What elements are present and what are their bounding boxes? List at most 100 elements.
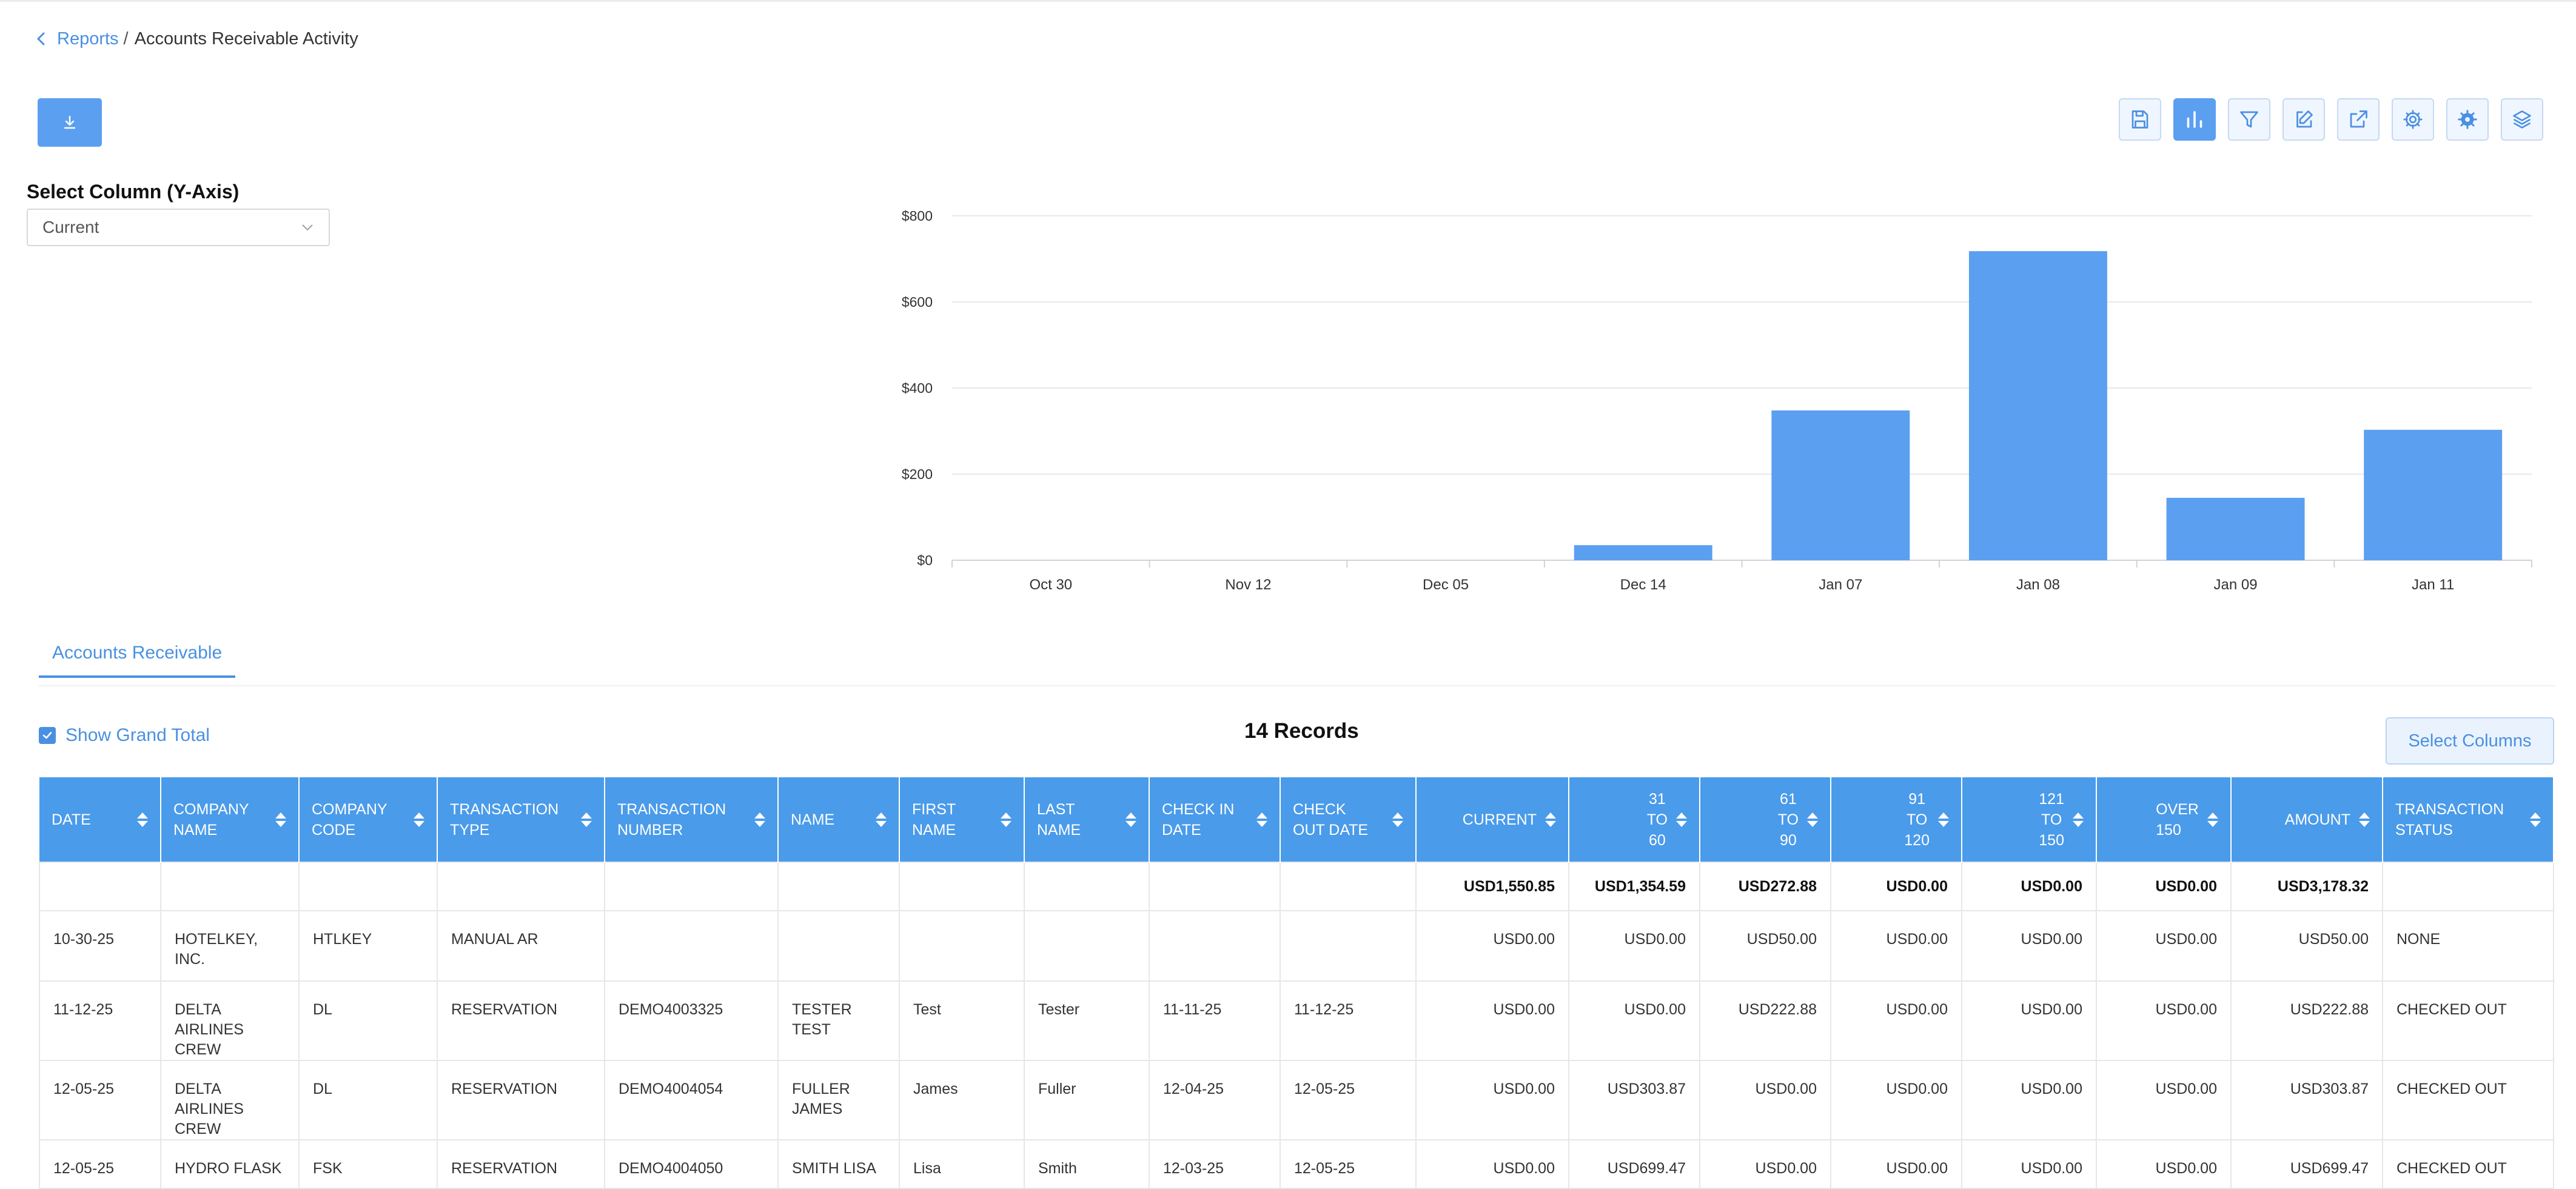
sort-icon[interactable] [1938,812,1949,827]
table-cell: DEMO4003325 [604,980,779,1061]
checkmark-icon [42,732,52,739]
column-header[interactable]: OVER 150 [2096,777,2232,862]
column-header[interactable]: 61 TO 90 [1700,777,1831,862]
chart-button[interactable] [2173,98,2216,141]
sort-icon[interactable] [1676,812,1687,827]
table-row[interactable]: 12-05-25 HYDRO FLASK FSK RESERVATION DEMO400… [39,1139,2554,1189]
column-header-label: CURRENT [1462,811,1537,828]
table-cell [1149,910,1281,982]
edit-button[interactable] [2283,98,2325,141]
grand-total-cell [604,862,779,911]
show-grand-total-toggle[interactable]: Show Grand Total [39,725,210,746]
breadcrumb: Reports / Accounts Receivable Activity [34,27,358,51]
sort-icon[interactable] [2530,812,2541,827]
table-cell: DELTA AIRLINES CREW [160,980,300,1061]
column-header[interactable]: FIRST NAME [899,777,1025,862]
table-cell: FSK [298,1139,438,1189]
sort-icon[interactable] [414,812,424,827]
accounts-receivable-table: DATE COMPANY NAME COMPANY CODE TRANSACTION TYP… [39,777,2554,1189]
filter-icon [2240,111,2258,128]
column-header[interactable]: TRANSACTION STATUS [2383,777,2554,862]
sort-icon[interactable] [275,812,286,827]
table-row[interactable]: 10-30-25 HOTELKEY, INC. HTLKEY MANUAL AR USD… [39,910,2554,982]
grand-total-checkbox[interactable] [39,727,56,744]
column-header-label: 61 TO 90 [1777,790,1799,849]
column-header[interactable]: DATE [39,777,161,862]
sort-icon[interactable] [1125,812,1136,827]
column-header[interactable]: TRANSACTION TYPE [437,777,605,862]
page-title: Accounts Receivable Activity [134,28,358,49]
table-cell: USD0.00 [2096,1139,2232,1189]
y-axis-select[interactable]: Current [27,209,330,246]
table-cell: TESTER TEST [777,980,900,1061]
bar[interactable] [2364,429,2503,560]
bar[interactable] [1771,410,1910,560]
table-cell: Smith [1024,1139,1150,1189]
table-cell: 10-30-25 [39,910,161,982]
sort-icon[interactable] [2073,812,2084,827]
sort-icon[interactable] [1256,812,1267,827]
table-cell: USD0.00 [1415,980,1569,1061]
sort-icon[interactable] [1545,812,1556,827]
table-cell: HTLKEY [298,910,438,982]
column-header[interactable]: CHECK IN DATE [1149,777,1281,862]
column-header-label: 31 TO 60 [1646,790,1668,849]
column-header[interactable]: 91 TO 120 [1831,777,1962,862]
sort-icon[interactable] [2207,812,2218,827]
table-cell [1280,910,1417,982]
tab-accounts-receivable[interactable]: Accounts Receivable [39,643,236,678]
sort-icon[interactable] [1807,812,1818,827]
bar[interactable] [1574,545,1712,560]
column-header[interactable]: AMOUNT [2231,777,2383,862]
column-header[interactable]: 31 TO 60 [1569,777,1700,862]
grand-total-cell [437,862,605,911]
sort-icon[interactable] [1392,812,1403,827]
save-button[interactable] [2119,98,2161,141]
grand-total-cell [160,862,300,911]
column-header[interactable]: TRANSACTION NUMBER [605,777,779,862]
table-cell [1024,910,1150,982]
export-button[interactable] [2337,98,2380,141]
layers-button[interactable] [2501,98,2543,141]
table-row[interactable]: 11-12-25 DELTA AIRLINES CREW DL RESERVATION… [39,980,2554,1061]
report-toolbar [2119,98,2543,141]
filter-button[interactable] [2228,98,2270,141]
column-header[interactable]: CHECK OUT DATE [1280,777,1417,862]
table-cell: RESERVATION [437,1060,605,1140]
table-cell: USD0.00 [1699,1139,1831,1189]
grand-total-cell: USD1,550.85 [1415,862,1569,911]
breadcrumb-link-reports[interactable]: Reports [57,28,119,49]
settings-button[interactable] [2392,98,2434,141]
grand-total-cell: USD0.00 [1830,862,1962,911]
column-header[interactable]: 121 TO 150 [1962,777,2097,862]
column-header[interactable]: COMPANY CODE [299,777,438,862]
sort-icon[interactable] [1001,812,1011,827]
download-button[interactable] [38,98,102,147]
table-cell: 12-05-25 [39,1060,161,1140]
chevron-left-icon[interactable] [34,32,49,46]
column-header[interactable]: LAST NAME [1024,777,1150,862]
table-cell: USD0.00 [1961,910,2097,982]
bar[interactable] [2166,498,2305,560]
table-cell: NONE [2382,910,2554,982]
table-row[interactable]: 12-05-25 DELTA AIRLINES CREW DL RESERVATION… [39,1060,2554,1140]
sort-icon[interactable] [876,812,887,827]
sort-icon[interactable] [754,812,765,827]
column-header-label: CHECK IN DATE [1162,800,1235,839]
table-cell: USD699.47 [1568,1139,1700,1189]
table-cell: USD0.00 [1961,1060,2097,1140]
table-cell: DL [298,980,438,1061]
grand-total-cell [899,862,1025,911]
bar[interactable] [1968,251,2107,560]
sort-icon[interactable] [2359,812,2370,827]
table-cell: RESERVATION [437,980,605,1061]
column-header[interactable]: NAME [778,777,900,862]
sort-icon[interactable] [137,812,148,827]
advanced-settings-button[interactable] [2446,98,2489,141]
column-header[interactable]: COMPANY NAME [161,777,300,862]
save-icon [2132,110,2148,129]
sort-icon[interactable] [581,812,592,827]
column-header[interactable]: CURRENT [1416,777,1569,862]
table-cell: James [899,1060,1025,1140]
select-columns-button[interactable]: Select Columns [2386,717,2554,765]
